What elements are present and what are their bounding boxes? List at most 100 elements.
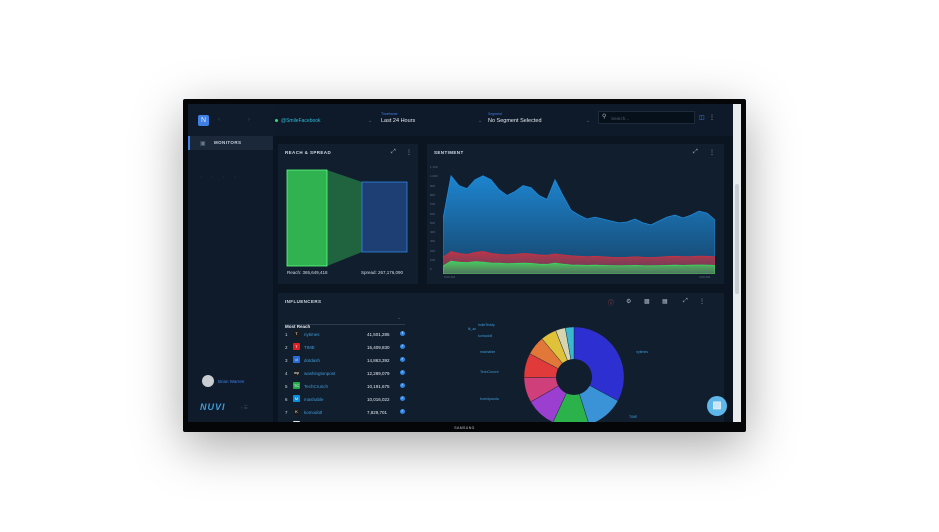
influencer-name[interactable]: TechCrunch: [304, 384, 329, 389]
tv-frame: N ‹ › ▣ MONITORS •••• Brian Warren NUVI …: [183, 99, 746, 432]
more-icon[interactable]: ⋮: [709, 150, 715, 156]
influencer-row[interactable]: 2 T TIME 15,409,830 ✓: [285, 343, 405, 353]
influencer-row[interactable]: 3 d dotdash 14,863,392 ✓: [285, 356, 405, 366]
sidebar-placeholder-dots: ••••: [200, 174, 246, 179]
pie-slice-label: komodotl: [478, 334, 493, 338]
expand-icon[interactable]: ⤢: [693, 149, 698, 155]
user-name[interactable]: Brian Warren: [218, 379, 245, 384]
influencer-avatar-icon: K: [293, 408, 300, 415]
y-tick: 300: [430, 239, 436, 244]
y-tick: 100: [430, 258, 436, 262]
influencer-rank: 7: [285, 410, 288, 415]
collapse-sidebar-button[interactable]: ‹ ☰: [241, 405, 248, 410]
panel-title: REACH & SPREAD: [285, 150, 332, 155]
verified-badge-icon: ✓: [400, 409, 405, 414]
pie-slice-label: lit_ac: [468, 327, 477, 331]
sentiment-series-area[interactable]: [443, 260, 715, 274]
pie-slice-label: boredpanda: [480, 397, 499, 401]
influencer-avatar-icon: d: [293, 356, 300, 363]
scrollbar[interactable]: [733, 104, 741, 422]
influencer-name[interactable]: komodotl: [304, 410, 323, 415]
influencer-reach-value: 10,191,675: [367, 384, 390, 389]
influencer-rank: 4: [285, 371, 288, 376]
influencer-avatar-icon: M: [293, 395, 300, 402]
influencer-avatar-icon: T: [293, 330, 300, 337]
y-tick: 1,000: [430, 174, 438, 179]
verified-badge-icon: ✓: [400, 396, 405, 401]
pie-slice-label: TIME: [629, 415, 638, 419]
spread-label: Spread: 267,176,090: [361, 270, 404, 275]
influencer-row[interactable]: 85,841,410✓: [285, 421, 405, 422]
influencer-name[interactable]: washingtonpost: [304, 371, 336, 376]
verified-badge-icon: ✓: [400, 383, 405, 388]
more-icon[interactable]: ⋮: [699, 299, 705, 305]
panel-toggle-icon[interactable]: ◫: [699, 115, 705, 121]
forward-arrow-icon[interactable]: ›: [248, 117, 250, 123]
influencer-name[interactable]: TIME: [304, 345, 315, 350]
filter-icon[interactable]: ⚙: [626, 299, 632, 305]
y-tick: 1,100: [430, 165, 438, 169]
segment-value: No Segment Selected: [488, 118, 542, 124]
reach-to-spread-connector: [327, 170, 362, 266]
verified-badge-icon: ✓: [400, 370, 405, 375]
expand-icon[interactable]: ⤢: [391, 149, 396, 155]
sort-value: Most Reach: [285, 324, 311, 329]
influencer-name[interactable]: dotdash: [304, 358, 321, 363]
expand-icon[interactable]: ⤢: [683, 298, 688, 304]
x-tick: 5:00 AM: [444, 275, 456, 279]
y-tick: 800: [430, 192, 436, 197]
panel-title: INFLUENCERS: [285, 299, 322, 304]
reach-bar[interactable]: [286, 169, 328, 267]
scrollbar-thumb[interactable]: [735, 184, 739, 294]
segment-label: Segment: [488, 112, 503, 116]
verified-badge-icon: ✓: [400, 344, 405, 349]
influencer-rank: 3: [285, 358, 288, 363]
avatar[interactable]: [202, 375, 214, 387]
influencer-pie-chart: [523, 326, 625, 422]
back-arrow-icon[interactable]: ‹: [218, 117, 220, 123]
sort-dropdown[interactable]: Most Reach ⌄: [285, 315, 405, 329]
chevron-down-icon: ⌄: [397, 315, 401, 320]
influencer-name[interactable]: nytimes: [304, 332, 320, 337]
table-icon[interactable]: ▦: [662, 299, 668, 305]
y-tick: 0: [430, 267, 432, 272]
influencer-avatar-icon: T: [293, 343, 300, 350]
account-selector[interactable]: @SmileFacebook: [275, 118, 321, 124]
sentiment-series-area[interactable]: [443, 174, 715, 274]
more-icon[interactable]: ⋮: [406, 150, 412, 156]
influencer-rank: 2: [285, 345, 288, 350]
spread-bar[interactable]: [361, 181, 408, 253]
influencer-reach-value: 7,829,701: [367, 410, 388, 415]
reach-label: Reach: 365,649,418: [287, 270, 328, 275]
y-tick: 500: [430, 220, 436, 225]
influencer-avatar-icon: [293, 421, 300, 422]
brand-logo: NUVI: [200, 402, 226, 412]
influencer-name[interactable]: mashable: [304, 397, 324, 402]
more-icon[interactable]: ⋮: [709, 115, 715, 121]
search-input[interactable]: [611, 114, 691, 122]
chat-icon: ▩: [712, 400, 722, 411]
alert-icon[interactable]: ⓘ: [608, 301, 615, 307]
pie-slice[interactable]: [552, 376, 589, 422]
sidebar-item-label: MONITORS: [214, 140, 242, 145]
app-logo[interactable]: N: [198, 115, 209, 126]
reach-spread-chart: [286, 169, 408, 267]
y-tick: 700: [430, 202, 436, 207]
chat-button[interactable]: ▩: [707, 396, 727, 416]
app-screen: N ‹ › ▣ MONITORS •••• Brian Warren NUVI …: [188, 104, 741, 422]
search-box[interactable]: ⚲: [598, 111, 695, 124]
chevron-down-icon: ⌄: [478, 118, 483, 124]
influencer-row[interactable]: 4 wp washingtonpost 12,289,079 ✓: [285, 369, 405, 379]
account-name: @SmileFacebook: [281, 118, 321, 124]
sidebar-item-monitors[interactable]: ▣ MONITORS: [188, 136, 273, 150]
pie-slice-label: TechCrunch: [480, 370, 499, 374]
chevron-down-icon: ⌄: [586, 118, 591, 124]
bar-chart-icon[interactable]: ▩: [644, 299, 650, 305]
chevron-down-icon[interactable]: ⌄: [368, 118, 373, 124]
monitor-icon: ▣: [200, 141, 206, 147]
search-icon: ⚲: [602, 114, 607, 120]
influencer-row[interactable]: 5 TC TechCrunch 10,191,675 ✓: [285, 382, 405, 392]
